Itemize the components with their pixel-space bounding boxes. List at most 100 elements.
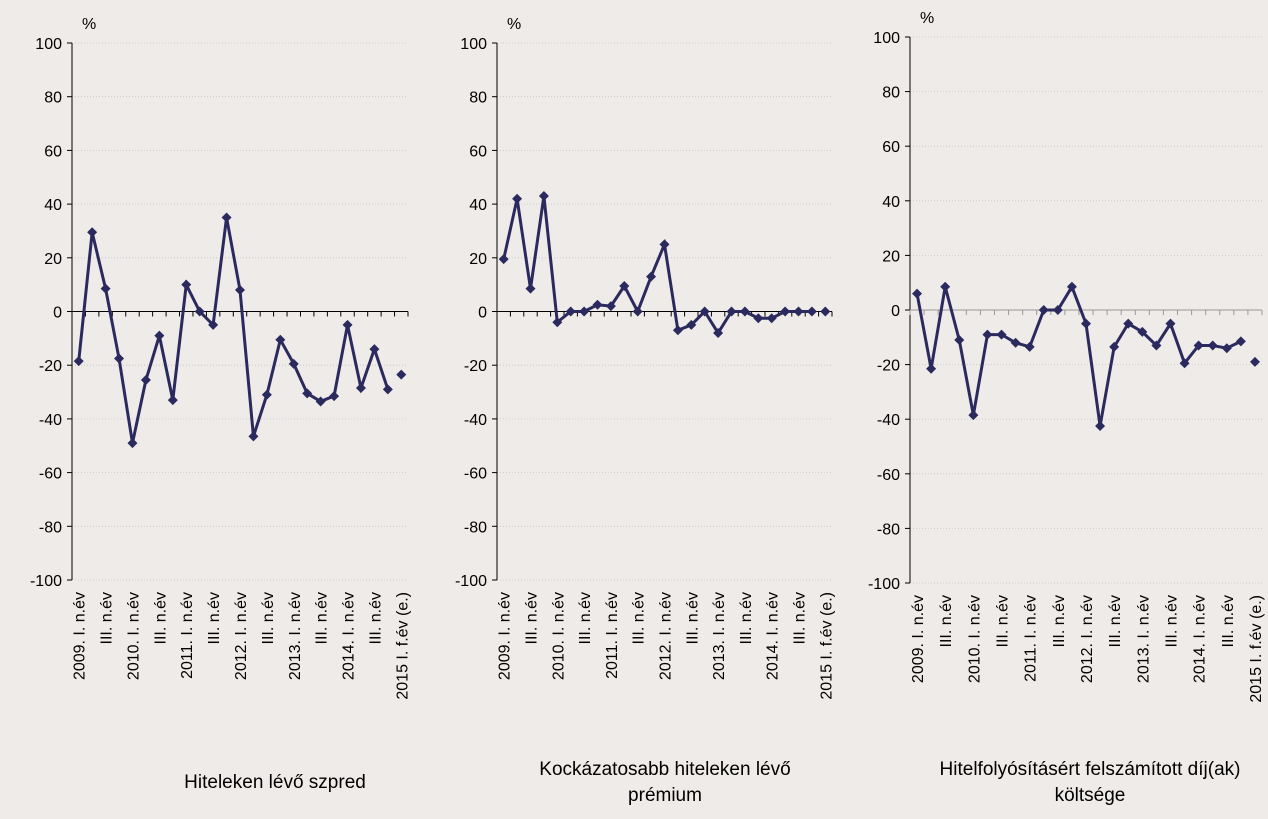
x-tick-label: 2014. I. n.év: [1192, 595, 1209, 683]
y-tick-label: 20: [44, 251, 62, 268]
marker: [114, 353, 125, 364]
y-tick-label: 20: [469, 251, 487, 268]
x-tick-label: III. n.év: [1163, 595, 1180, 647]
marker: [87, 227, 98, 238]
marker: [73, 356, 84, 367]
marker: [140, 374, 151, 385]
marker: [619, 280, 630, 291]
x-tick-label: 2010. I. n.év: [966, 595, 983, 683]
y-unit: %: [920, 10, 934, 27]
marker: [646, 271, 657, 282]
chart-title: Kockázatosabb hiteleken lévő prémium: [539, 759, 791, 806]
marker: [592, 299, 603, 310]
x-tick-label: 2011. I. n.év: [1023, 595, 1040, 682]
x-tick-label: III. n.év: [738, 592, 755, 644]
marker: [968, 410, 979, 421]
marker: [315, 396, 326, 407]
x-tick-label: 2011. I. n.év: [604, 592, 621, 679]
marker: [1024, 341, 1035, 352]
marker: [780, 306, 791, 317]
x-tick-label: 2010. I. n.év: [125, 592, 142, 680]
x-tick-label: 2013. I. n.év: [711, 592, 728, 680]
marker: [208, 319, 219, 330]
y-tick-label: 100: [35, 36, 62, 53]
marker: [1123, 318, 1134, 329]
y-tick-label: 0: [478, 305, 487, 322]
x-tick-label: 2010. I. n.év: [550, 592, 567, 680]
y-tick-label: -40: [877, 412, 900, 429]
marker: [699, 306, 710, 317]
y-tick-label: 0: [53, 305, 62, 322]
x-tick-label: III. n.év: [367, 592, 384, 644]
marker: [127, 438, 138, 449]
y-tick-label: -40: [464, 412, 487, 429]
chart-title: Hitelfolyósításért felszámított díj(ak) …: [939, 759, 1241, 806]
y-tick-label: 60: [469, 143, 487, 160]
marker: [342, 319, 353, 330]
x-tick-label: 2009. I. n.év: [497, 592, 514, 680]
y-tick-label: -100: [455, 573, 487, 590]
marker: [369, 344, 380, 355]
y-tick-label: -80: [877, 521, 900, 538]
y-unit: %: [507, 16, 521, 33]
x-tick-label: 2013. I. n.év: [1135, 595, 1152, 683]
marker: [1052, 305, 1063, 315]
marker: [1095, 421, 1106, 432]
marker: [982, 329, 993, 340]
marker: [1137, 326, 1148, 337]
y-unit: %: [82, 16, 96, 33]
marker: [940, 281, 951, 292]
x-tick-label: III. n.év: [524, 592, 541, 644]
y-tick-label: -20: [877, 358, 900, 375]
marker: [1207, 340, 1218, 351]
marker: [926, 363, 937, 374]
x-tick-label: 2015 I. f.év (e.): [1248, 595, 1265, 703]
x-tick-label: III. n.év: [684, 592, 701, 644]
x-tick-label: III. n.év: [995, 595, 1012, 647]
marker: [820, 306, 831, 317]
y-tick-label: 80: [44, 90, 62, 107]
series-line: [915, 283, 1242, 427]
x-tick-label: III. n.év: [577, 592, 594, 644]
marker: [329, 391, 340, 402]
series-line: [77, 217, 390, 444]
marker: [766, 313, 777, 324]
marker: [1151, 340, 1162, 351]
marker: [221, 212, 232, 223]
marker: [659, 239, 670, 250]
marker: [1066, 281, 1077, 292]
y-tick-label: 60: [44, 143, 62, 160]
marker: [1165, 318, 1176, 329]
marker: [181, 279, 192, 290]
y-tick-label: 20: [882, 248, 900, 265]
marker: [396, 369, 407, 380]
x-tick-label: 2009. I. n.év: [910, 595, 927, 683]
marker: [355, 383, 366, 394]
y-tick-label: 40: [882, 194, 900, 211]
y-tick-label: -60: [464, 466, 487, 483]
marker: [1235, 336, 1246, 347]
marker: [565, 306, 576, 317]
y-tick-label: 40: [44, 197, 62, 214]
chart-title: Hiteleken lévő szpred: [184, 772, 366, 793]
y-tick-label: 80: [882, 85, 900, 102]
marker: [996, 329, 1007, 340]
marker: [605, 301, 616, 312]
y-tick-label: -20: [464, 358, 487, 375]
x-tick-label: 2012. I. n.év: [1079, 595, 1096, 683]
y-tick-label: 60: [882, 139, 900, 156]
marker: [726, 306, 737, 317]
marker: [235, 285, 245, 296]
x-tick-label: III. n.év: [314, 592, 331, 644]
marker: [1010, 337, 1021, 348]
x-tick-label: 2015 I. f.év (e.): [818, 592, 835, 700]
marker: [806, 306, 817, 317]
marker: [912, 288, 923, 299]
marker: [100, 283, 111, 294]
x-tick-label: III. n.év: [631, 592, 648, 644]
x-tick-label: 2012. I. n.év: [658, 592, 675, 680]
marker: [498, 254, 509, 265]
x-tick-label: 2014. I. n.év: [341, 592, 358, 680]
marker: [154, 330, 165, 341]
